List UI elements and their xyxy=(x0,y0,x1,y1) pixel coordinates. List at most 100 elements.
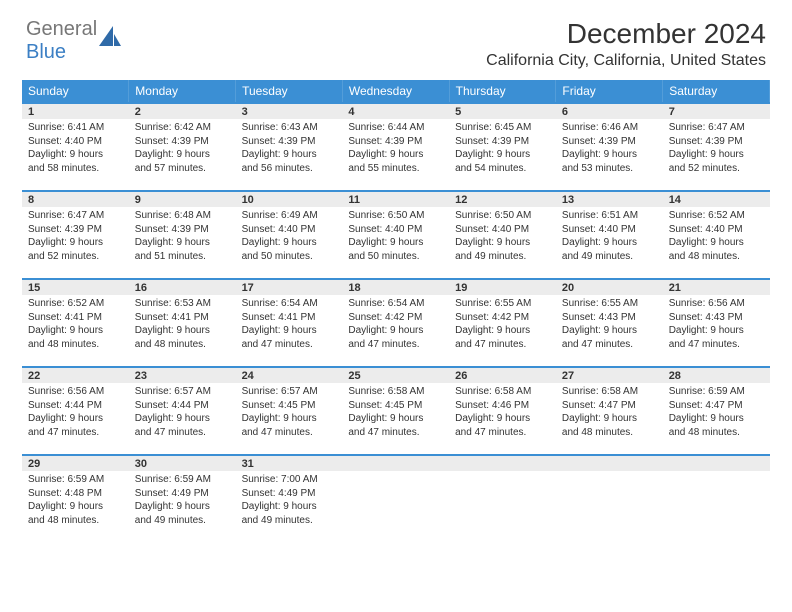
day-number-cell: 2 xyxy=(129,103,236,119)
sunset-text: Sunset: 4:39 PM xyxy=(348,135,443,149)
sunrise-text: Sunrise: 6:56 AM xyxy=(28,385,123,399)
day-number-row: 891011121314 xyxy=(22,191,770,207)
day-number: 12 xyxy=(455,194,467,206)
day-number-cell xyxy=(556,455,663,471)
sunrise-text: Sunrise: 6:50 AM xyxy=(455,209,550,223)
day-content-cell: Sunrise: 6:50 AMSunset: 4:40 PMDaylight:… xyxy=(449,207,556,267)
sunrise-text: Sunrise: 6:59 AM xyxy=(28,473,123,487)
day-number: 13 xyxy=(562,194,574,206)
day-number: 24 xyxy=(242,370,254,382)
day-number-cell: 23 xyxy=(129,367,236,383)
daylight-text1: Daylight: 9 hours xyxy=(669,324,764,338)
daylight-text2: and 47 minutes. xyxy=(348,338,443,352)
sunrise-text: Sunrise: 6:48 AM xyxy=(135,209,230,223)
month-title: December 2024 xyxy=(486,18,766,50)
daylight-text1: Daylight: 9 hours xyxy=(562,236,657,250)
sunrise-text: Sunrise: 6:44 AM xyxy=(348,121,443,135)
dow-monday: Monday xyxy=(129,80,236,103)
daylight-text2: and 47 minutes. xyxy=(242,426,337,440)
day-content-row: Sunrise: 6:47 AMSunset: 4:39 PM Daylight:… xyxy=(22,207,770,267)
day-content-cell: Sunrise: 7:00 AMSunset: 4:49 PMDaylight:… xyxy=(236,471,343,531)
day-number-row: 15161718192021 xyxy=(22,279,770,295)
day-number: 29 xyxy=(28,458,40,470)
day-number: 3 xyxy=(242,106,248,118)
sunset-text: Sunset: 4:43 PM xyxy=(669,311,764,325)
sunset-text: Sunset: 4:43 PM xyxy=(562,311,657,325)
daylight-text1: Daylight: 9 hours xyxy=(669,412,764,426)
daylight-text1: Daylight: 9 hours xyxy=(455,148,550,162)
day-content-cell: Sunrise: 6:41 AMSunset: 4:40 PMDaylight:… xyxy=(22,119,129,179)
day-content-cell xyxy=(556,471,663,531)
sunset-text: Sunset: 4:39 PM xyxy=(562,135,657,149)
sunset-text: Sunset: 4:40 PM xyxy=(242,223,337,237)
day-content-cell: Sunrise: 6:46 AMSunset: 4:39 PMDaylight:… xyxy=(556,119,663,179)
daylight-text2: and 49 minutes. xyxy=(242,514,337,528)
sunset-text: Sunset: 4:49 PM xyxy=(135,487,230,501)
logo-text-blue: Blue xyxy=(26,41,66,63)
daylight-text1: Daylight: 9 hours xyxy=(242,148,337,162)
sunrise-text: Sunrise: 6:47 AM xyxy=(669,121,764,135)
daylight-text2: and 49 minutes. xyxy=(135,514,230,528)
daylight-text1: Daylight: 9 hours xyxy=(455,412,550,426)
day-content-cell: Sunrise: 6:58 AMSunset: 4:47 PMDaylight:… xyxy=(556,383,663,443)
day-content-cell: Sunrise: 6:59 AMSunset: 4:47 PMDaylight:… xyxy=(663,383,770,443)
daylight-text1: Daylight: 9 hours xyxy=(348,236,443,250)
week-spacer xyxy=(22,355,770,367)
daylight-text2: and 52 minutes. xyxy=(669,162,764,176)
day-content-cell: Sunrise: 6:59 AMSunset: 4:48 PMDaylight:… xyxy=(22,471,129,531)
day-content-cell: Sunrise: 6:55 AMSunset: 4:43 PMDaylight:… xyxy=(556,295,663,355)
day-content-cell: Sunrise: 6:44 AMSunset: 4:39 PMDaylight:… xyxy=(342,119,449,179)
sunrise-text: Sunrise: 6:56 AM xyxy=(669,297,764,311)
daylight-text2: and 55 minutes. xyxy=(348,162,443,176)
day-number-cell: 26 xyxy=(449,367,556,383)
daylight-text1: Daylight: 9 hours xyxy=(242,412,337,426)
day-number: 9 xyxy=(135,194,141,206)
daylight-text2: and 47 minutes. xyxy=(135,426,230,440)
day-content-cell xyxy=(342,471,449,531)
sunrise-text: Sunrise: 6:47 AM xyxy=(28,209,123,223)
sunrise-text: Sunrise: 6:55 AM xyxy=(562,297,657,311)
dow-wednesday: Wednesday xyxy=(342,80,449,103)
day-number-cell: 18 xyxy=(342,279,449,295)
day-number-cell: 1 xyxy=(22,103,129,119)
sunset-text: Sunset: 4:41 PM xyxy=(242,311,337,325)
sunset-text: Sunset: 4:48 PM xyxy=(28,487,123,501)
day-number-cell: 8 xyxy=(22,191,129,207)
location: California City, California, United Stat… xyxy=(486,52,766,70)
day-number-cell: 6 xyxy=(556,103,663,119)
day-number-cell: 25 xyxy=(342,367,449,383)
sunset-text: Sunset: 4:39 PM xyxy=(242,135,337,149)
day-number: 18 xyxy=(348,282,360,294)
daylight-text1: Daylight: 9 hours xyxy=(135,236,230,250)
sunset-text: Sunset: 4:39 PM xyxy=(28,223,123,237)
daylight-text1: Daylight: 9 hours xyxy=(669,236,764,250)
sunrise-text: Sunrise: 6:57 AM xyxy=(135,385,230,399)
sunrise-text: Sunrise: 6:49 AM xyxy=(242,209,337,223)
day-of-week-row: Sunday Monday Tuesday Wednesday Thursday… xyxy=(22,80,770,103)
dow-tuesday: Tuesday xyxy=(236,80,343,103)
sunrise-text: Sunrise: 6:53 AM xyxy=(135,297,230,311)
daylight-text1: Daylight: 9 hours xyxy=(562,412,657,426)
daylight-text2: and 57 minutes. xyxy=(135,162,230,176)
daylight-text2: and 48 minutes. xyxy=(28,514,123,528)
day-number: 6 xyxy=(562,106,568,118)
day-number: 22 xyxy=(28,370,40,382)
sunrise-text: Sunrise: 6:52 AM xyxy=(669,209,764,223)
daylight-text2: and 47 minutes. xyxy=(242,338,337,352)
day-number: 16 xyxy=(135,282,147,294)
sunrise-text: Sunrise: 7:00 AM xyxy=(242,473,337,487)
logo: General Blue xyxy=(26,18,121,64)
sunset-text: Sunset: 4:41 PM xyxy=(135,311,230,325)
day-number-cell xyxy=(663,455,770,471)
day-number-cell: 11 xyxy=(342,191,449,207)
day-number-row: 1234567 xyxy=(22,103,770,119)
sunset-text: Sunset: 4:42 PM xyxy=(455,311,550,325)
daylight-text2: and 49 minutes. xyxy=(562,250,657,264)
day-number-cell: 20 xyxy=(556,279,663,295)
daylight-text1: Daylight: 9 hours xyxy=(28,324,123,338)
day-number: 20 xyxy=(562,282,574,294)
sunset-text: Sunset: 4:49 PM xyxy=(242,487,337,501)
sunrise-text: Sunrise: 6:59 AM xyxy=(669,385,764,399)
day-content-row: Sunrise: 6:52 AMSunset: 4:41 PMDaylight:… xyxy=(22,295,770,355)
day-content-cell: Sunrise: 6:47 AMSunset: 4:39 PMDaylight:… xyxy=(22,207,129,267)
